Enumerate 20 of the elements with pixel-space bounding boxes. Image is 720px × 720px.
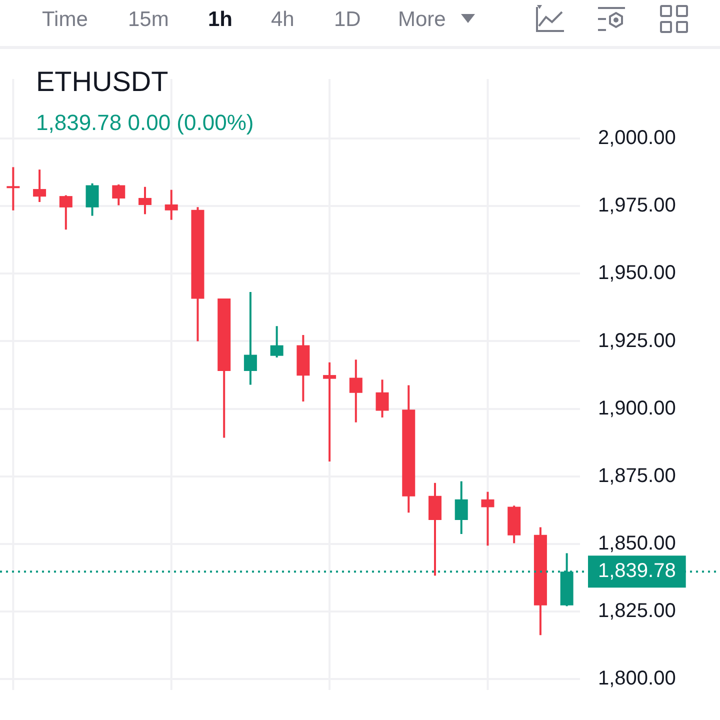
y-tick-label: 1,925.00: [598, 330, 676, 352]
y-tick-label: 1,800.00: [598, 668, 676, 690]
ref-line-label: 1,839.78: [598, 560, 676, 582]
y-tick-label: 1,950.00: [598, 262, 676, 284]
y-tick-label: 1,875.00: [598, 464, 676, 487]
y-tick-label: 1,850.00: [598, 532, 676, 555]
text: 4h: [271, 8, 294, 32]
y-tick-label: 1,825.00: [598, 600, 676, 622]
candlestick: [323, 362, 336, 462]
text: Time: [42, 8, 88, 32]
chart-title: ETHUSDT: [36, 66, 168, 98]
text: 1h: [208, 8, 233, 32]
text: More: [398, 8, 446, 32]
candlestick: [6, 167, 20, 210]
y-tick-label: 2,000.00: [598, 126, 676, 149]
text: 1D: [334, 8, 361, 32]
y-tick-label: 1,975.00: [598, 194, 676, 217]
text: 15m: [128, 8, 169, 32]
text: 1,839.78 0.00 (0.00%): [36, 110, 254, 136]
y-tick-label: 1,900.00: [598, 397, 676, 420]
